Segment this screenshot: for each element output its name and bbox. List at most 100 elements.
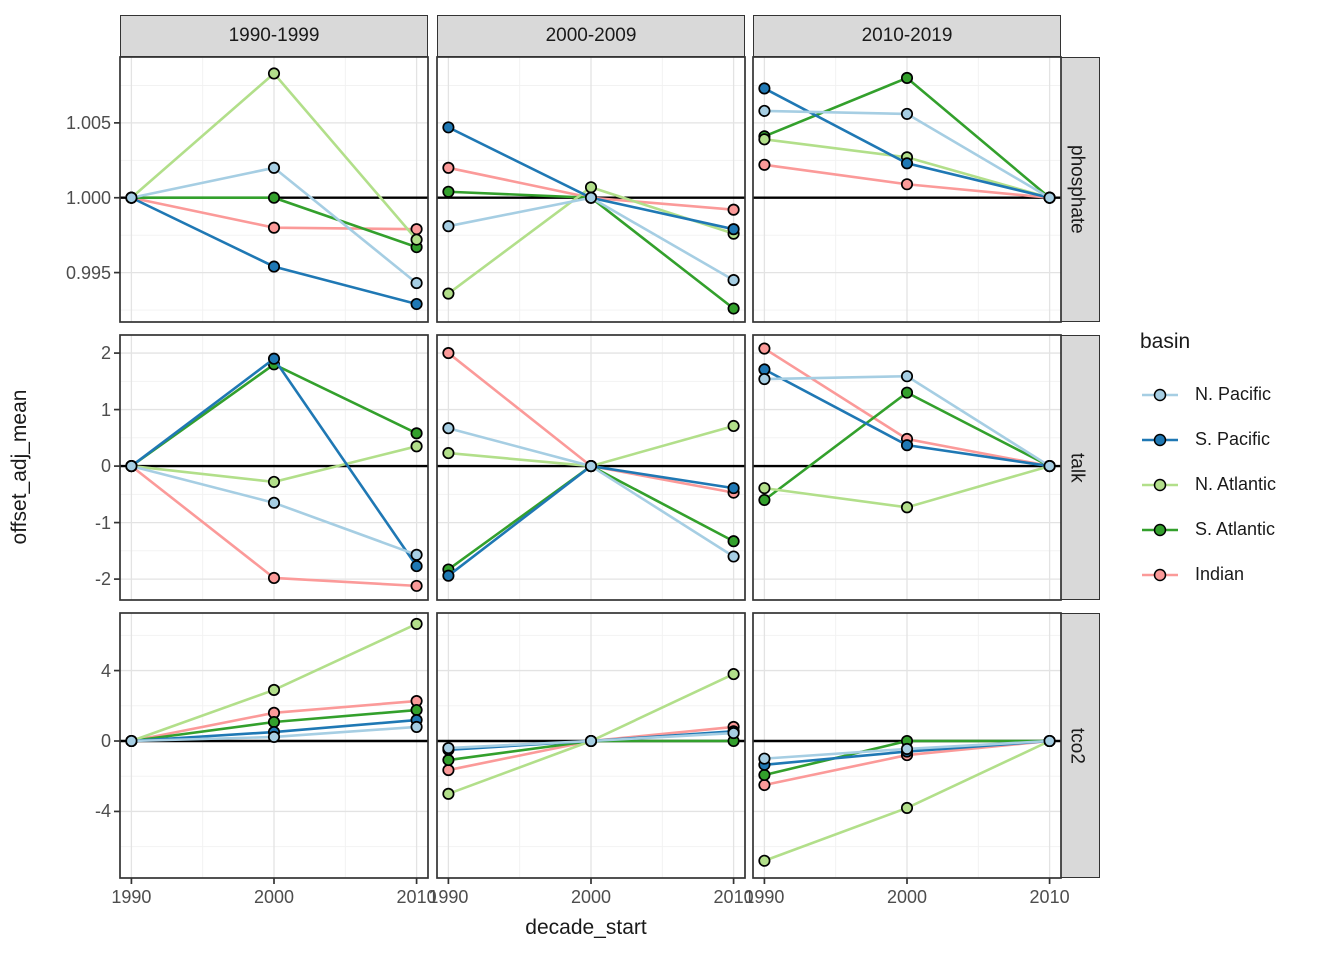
legend-label: Indian [1195, 564, 1245, 584]
data-point [758, 342, 771, 355]
data-point [410, 297, 423, 311]
series-n-pacific [758, 734, 1056, 765]
data-point [267, 161, 281, 174]
data-point [758, 778, 771, 792]
data-point [900, 71, 914, 85]
data-point [727, 668, 740, 681]
data-point [442, 787, 455, 800]
x-tick-label: 2010 [396, 887, 437, 907]
data-point [442, 161, 455, 174]
data-point [758, 373, 771, 386]
series-n-pacific [125, 720, 423, 748]
data-point [267, 475, 281, 488]
series-s-pacific [758, 82, 1056, 204]
series-n-pacific [758, 370, 1056, 473]
panel-talk-2000-2009 [436, 334, 746, 601]
data-point [727, 302, 740, 315]
data-point [900, 386, 914, 399]
data-point [125, 460, 138, 473]
data-point [758, 158, 771, 171]
y-tick-label: 4 [100, 660, 111, 681]
panel-phosphate-2000-2009 [436, 56, 746, 323]
legend-key-s-pacific [1142, 433, 1178, 446]
y-tick-label: 0 [100, 456, 111, 477]
data-point [442, 422, 455, 435]
data-point [442, 220, 455, 233]
legend-key-n-pacific [1142, 388, 1178, 401]
data-point [727, 482, 740, 495]
facet-strip-2010-2019: 2010-2019 [753, 15, 1061, 57]
x-tick-label: 2010 [713, 887, 754, 907]
x-tick-label: 1990 [111, 887, 152, 907]
y-tick-label: 0 [100, 731, 111, 751]
data-point [442, 753, 455, 767]
data-point [727, 419, 740, 433]
legend-label: S. Pacific [1195, 429, 1271, 449]
data-point [442, 347, 455, 360]
legend-item-s-pacific: S. Pacific [1140, 417, 1276, 462]
data-point [410, 720, 423, 733]
panel-talk-1990-1999 [114, 334, 429, 601]
series-n-pacific [442, 422, 740, 563]
x-tick-label: 1990 [744, 887, 785, 907]
legend-item-n-pacific: N. Pacific [1140, 372, 1276, 417]
legend: basin N. Pacific S. Pacific N. Atlantic S. … [1140, 330, 1276, 597]
data-point [1043, 191, 1056, 204]
data-point [442, 764, 455, 777]
x-tick-label: 2000 [886, 887, 928, 907]
data-point [758, 82, 771, 95]
data-point [442, 185, 455, 198]
legend-label: S. Atlantic [1195, 519, 1276, 539]
data-point [267, 715, 281, 729]
legend-key-s-atlantic [1142, 523, 1178, 536]
data-point [900, 742, 914, 755]
legend-items: N. Pacific S. Pacific N. Atlantic S. Atlant… [1140, 372, 1276, 597]
data-point [758, 133, 771, 146]
data-point [267, 571, 281, 585]
data-point [267, 730, 281, 744]
data-point [900, 370, 914, 383]
data-point [758, 854, 771, 867]
data-point [267, 67, 281, 80]
y-tick-label: 1.005 [65, 112, 111, 133]
data-point [267, 496, 281, 509]
data-point [410, 223, 423, 236]
data-point [410, 277, 423, 290]
data-point [727, 274, 740, 287]
facet-strip-2000-2009: 2000-2009 [437, 15, 745, 57]
x-tick-label: 2000 [253, 887, 295, 907]
x-tick-label: 1990 [428, 887, 469, 907]
data-point [267, 352, 281, 365]
y-tick-label: 1.000 [65, 187, 111, 208]
y-tick-label: 1 [100, 399, 111, 420]
data-point [410, 703, 423, 717]
data-point [1043, 734, 1056, 748]
data-point [727, 727, 740, 740]
data-point [900, 178, 914, 191]
data-point [410, 233, 423, 246]
panel-talk-2010-2019 [752, 334, 1062, 601]
data-point [442, 121, 455, 134]
data-point [410, 548, 423, 561]
data-point [267, 683, 281, 696]
panel-tco2-2010-2019 [752, 612, 1062, 884]
data-point [442, 287, 455, 300]
legend-key-indian [1142, 568, 1178, 581]
series-n-pacific [125, 161, 423, 290]
legend-item-n-atlantic: N. Atlantic [1140, 462, 1276, 507]
data-point [584, 734, 598, 748]
facet-strip-1990-1999: 1990-1999 [120, 15, 428, 57]
data-point [584, 460, 598, 473]
data-point [267, 221, 281, 234]
data-point [125, 734, 138, 748]
data-point [442, 447, 455, 460]
data-point [584, 181, 598, 194]
data-point [758, 752, 771, 765]
data-point [442, 742, 455, 755]
data-point [727, 535, 740, 548]
legend-label: N. Pacific [1195, 384, 1272, 404]
data-point [758, 768, 771, 782]
data-point [900, 801, 914, 814]
data-point [410, 560, 423, 573]
